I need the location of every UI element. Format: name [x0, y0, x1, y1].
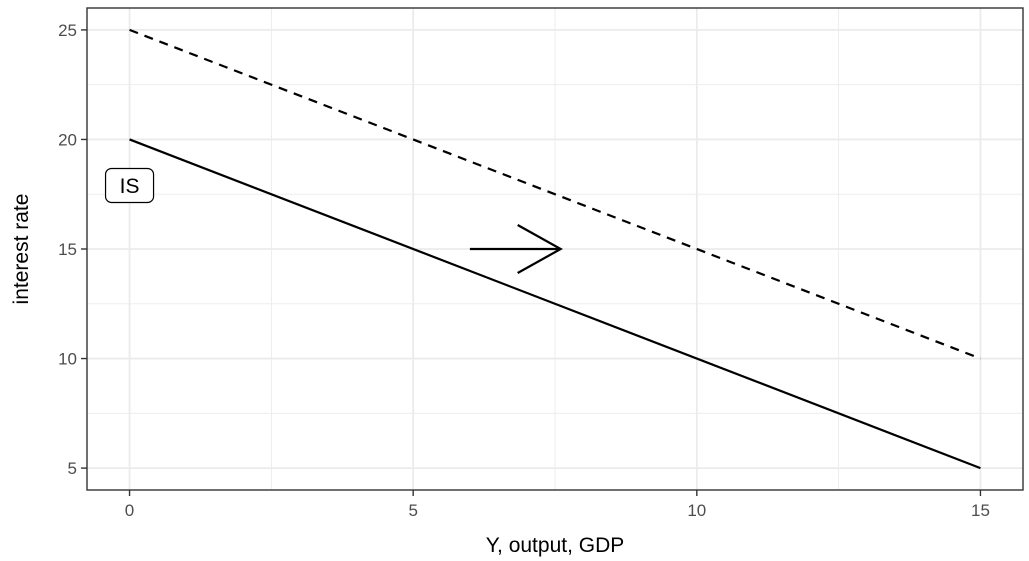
x-tick-label: 5 — [408, 501, 417, 520]
shift-arrow-head — [517, 224, 563, 274]
shift-arrow — [469, 224, 563, 274]
y-tick-label: 5 — [68, 459, 77, 478]
y-tick-label: 20 — [58, 130, 77, 149]
y-tick-label: 15 — [58, 240, 77, 259]
is-curve-line — [129, 138, 981, 470]
shifted-is-curve-line — [129, 28, 981, 360]
y-axis-ticks: 5 10 15 20 25 — [58, 21, 87, 478]
x-tick-label: 10 — [687, 501, 706, 520]
series-layer — [129, 28, 981, 470]
x-axis-ticks: 0 5 10 15 — [125, 490, 990, 520]
x-tick-label: 0 — [125, 501, 134, 520]
x-tick-label: 15 — [971, 501, 990, 520]
y-tick-label: 10 — [58, 350, 77, 369]
is-curve-label: IS — [104, 167, 155, 204]
y-tick-label: 25 — [58, 21, 77, 40]
is-label-text: IS — [120, 175, 140, 198]
x-axis-title: Y, output, GDP — [486, 534, 625, 557]
annotation-layer: IS — [104, 167, 563, 274]
y-axis-title: interest rate — [10, 194, 33, 305]
is-label-box — [104, 167, 155, 204]
